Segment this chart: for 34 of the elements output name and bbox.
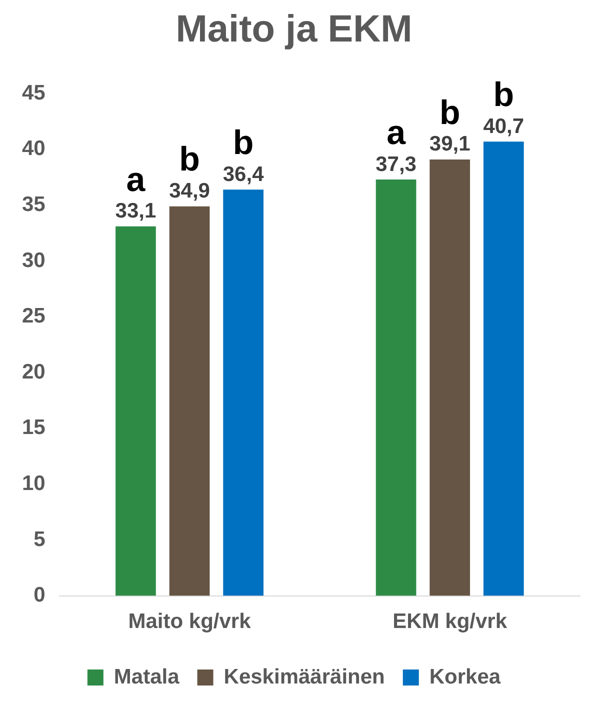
bar: [169, 206, 210, 596]
legend-label: Matala: [114, 665, 180, 688]
bar: [223, 190, 264, 596]
y-tick-label: 25: [22, 304, 46, 328]
data-label: 40,7: [483, 114, 524, 138]
y-tick-label: 0: [34, 584, 46, 607]
annotation: a: [386, 114, 407, 152]
annotation: b: [439, 94, 460, 132]
bar: [483, 142, 524, 596]
y-tick-label: 45: [22, 81, 46, 104]
y-tick-label: 20: [22, 360, 46, 384]
annotation: b: [493, 76, 514, 114]
y-tick-label: 5: [34, 528, 46, 551]
y-tick-label: 30: [22, 248, 46, 272]
data-label: 33,1: [115, 200, 156, 223]
data-label: 39,1: [429, 132, 471, 156]
y-tick-label: 10: [22, 472, 46, 495]
data-label: 36,4: [222, 162, 264, 186]
y-tick-label: 15: [22, 416, 46, 440]
annotation: b: [179, 140, 200, 179]
chart-title: Maito ja EKM: [176, 8, 412, 50]
legend-label: Keskimääräinen: [224, 665, 385, 688]
x-tick-label: EKM kg/vrk: [392, 610, 508, 634]
data-label: 37,3: [376, 152, 416, 176]
data-label: 34,9: [169, 180, 210, 203]
y-tick-label: 40: [22, 137, 46, 160]
bar: [376, 180, 416, 596]
legend-label: Korkea: [429, 665, 501, 688]
x-tick-label: Maito kg/vrk: [128, 610, 252, 634]
y-tick-label: 35: [22, 192, 46, 216]
annotation: b: [232, 124, 254, 162]
bar: [116, 226, 156, 596]
annotation: a: [126, 160, 146, 199]
bar: [430, 159, 470, 596]
